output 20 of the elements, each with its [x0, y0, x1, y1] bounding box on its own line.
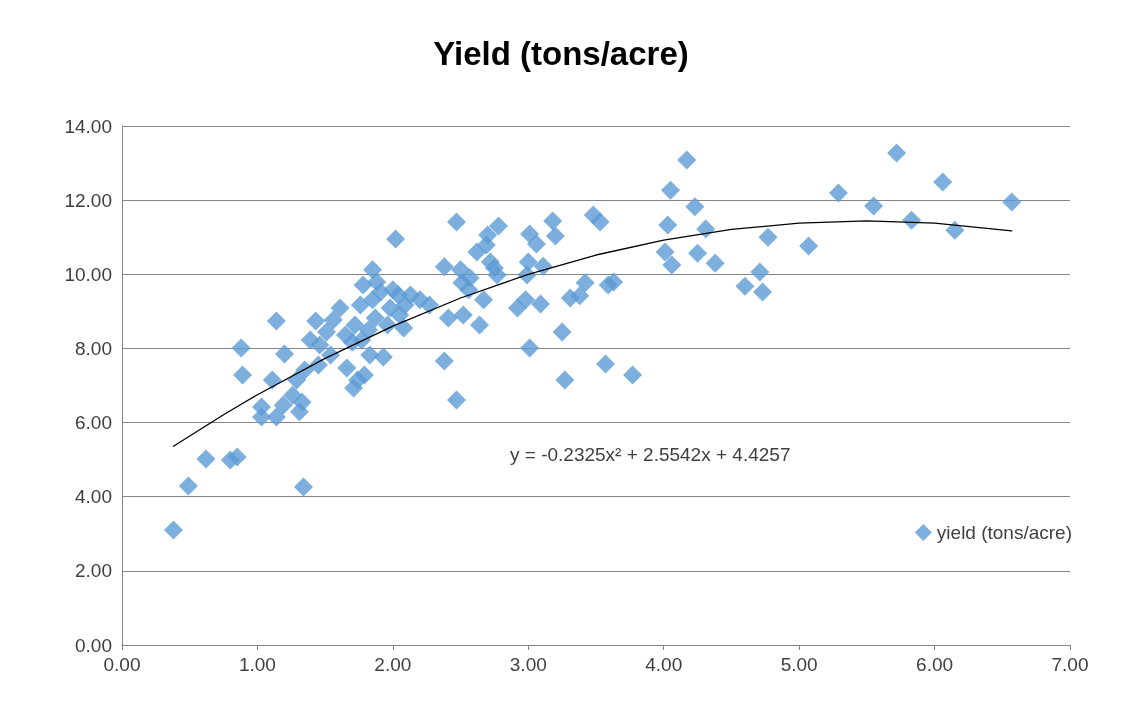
x-tick-label: 3.00	[509, 654, 547, 675]
x-tick-label: 1.00	[238, 654, 276, 675]
y-tick-label: 10.00	[64, 263, 112, 285]
legend-label: yield (tons/acre)	[936, 522, 1073, 543]
y-tick-label: 2.00	[75, 560, 112, 582]
x-tick-label: 5.00	[780, 654, 818, 675]
y-tick-label: 12.00	[64, 189, 112, 211]
annotation: y = -0.2325x² + 2.5542x + 4.4257	[510, 444, 791, 465]
y-tick-label: 0.00	[75, 634, 112, 656]
y-tick-label: 4.00	[75, 486, 112, 508]
y-tick-label: 6.00	[75, 412, 112, 434]
x-tick-label: 4.00	[645, 654, 683, 675]
x-tick-label: 7.00	[1051, 654, 1089, 675]
x-tick-label: 6.00	[916, 654, 954, 675]
line-series	[172, 220, 1013, 447]
x-tick-label: 0.00	[103, 654, 141, 675]
y-tick-label: 14.00	[64, 115, 112, 137]
y-tick-label: 8.00	[75, 337, 112, 359]
chart-title: Yield (tons/acre)	[433, 35, 689, 72]
x-tick-label: 2.00	[374, 654, 412, 675]
